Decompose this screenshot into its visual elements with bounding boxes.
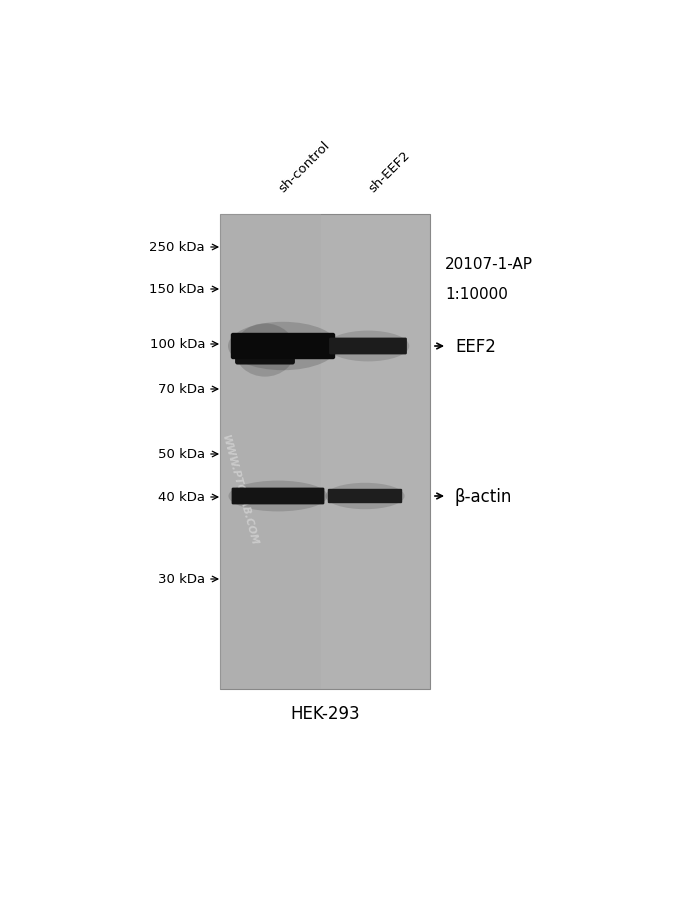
- FancyBboxPatch shape: [329, 338, 407, 355]
- Ellipse shape: [228, 322, 338, 371]
- Text: 70 kDa: 70 kDa: [158, 383, 205, 396]
- Text: sh-control: sh-control: [276, 139, 332, 195]
- Ellipse shape: [228, 481, 328, 511]
- Text: 20107-1-AP: 20107-1-AP: [445, 257, 533, 272]
- Ellipse shape: [234, 324, 295, 377]
- Ellipse shape: [326, 483, 405, 510]
- Text: 30 kDa: 30 kDa: [158, 573, 205, 586]
- Text: WWW.PTGLAB.COM: WWW.PTGLAB.COM: [220, 433, 260, 546]
- Text: 40 kDa: 40 kDa: [158, 491, 205, 504]
- FancyBboxPatch shape: [235, 336, 295, 365]
- Text: β-actin: β-actin: [455, 487, 512, 505]
- Bar: [220, 215, 430, 689]
- Text: 100 kDa: 100 kDa: [150, 338, 205, 351]
- FancyBboxPatch shape: [328, 489, 402, 503]
- Ellipse shape: [327, 331, 410, 362]
- Bar: [220, 215, 321, 689]
- FancyBboxPatch shape: [231, 334, 335, 360]
- Text: 50 kDa: 50 kDa: [158, 448, 205, 461]
- Text: HEK-293: HEK-293: [290, 704, 360, 723]
- Text: 250 kDa: 250 kDa: [149, 241, 205, 254]
- FancyBboxPatch shape: [232, 488, 324, 505]
- Text: EEF2: EEF2: [455, 337, 496, 355]
- Text: 150 kDa: 150 kDa: [149, 283, 205, 296]
- Text: 1:10000: 1:10000: [445, 287, 508, 302]
- Text: sh-EEF2: sh-EEF2: [366, 149, 412, 195]
